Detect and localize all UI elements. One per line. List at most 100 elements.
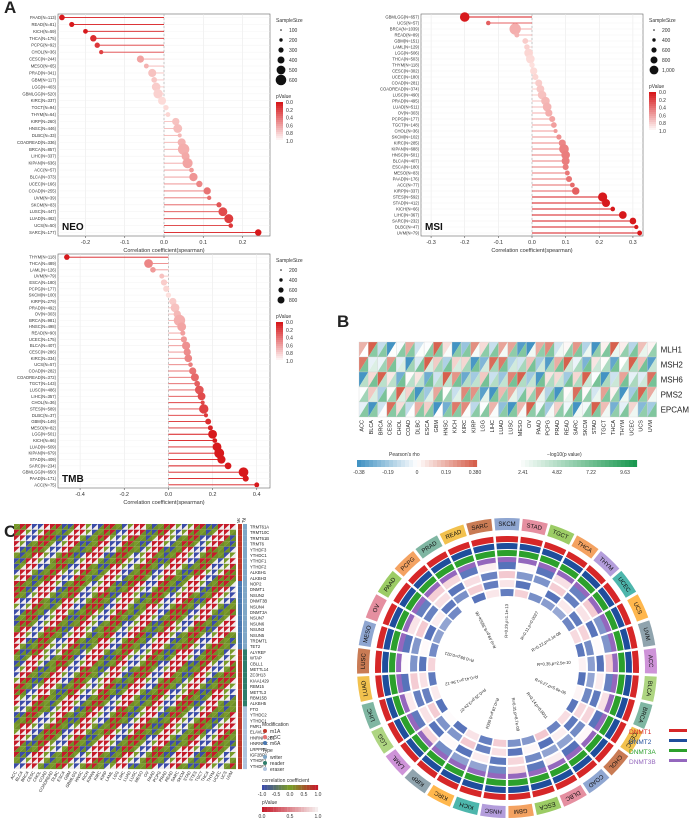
size-legend-dot <box>279 38 283 42</box>
rna-cell-corr <box>146 586 152 593</box>
rna-p-swatch <box>270 807 274 812</box>
rna-cell-p <box>206 632 212 638</box>
rna-corr-swatch <box>309 785 313 790</box>
rna-cell-p <box>158 569 164 576</box>
rna-cell-corr <box>152 655 158 661</box>
rna-cell-p <box>92 700 98 707</box>
rna-cell-corr <box>224 643 230 650</box>
lollipop-point <box>200 400 205 405</box>
rna-cell-p <box>44 655 50 661</box>
rna-cell-p <box>14 683 20 690</box>
rna-cell-corr <box>140 757 146 764</box>
mmr-cell-rho <box>507 342 518 357</box>
circos-series-track <box>411 733 429 753</box>
p-legend-swatch <box>276 108 283 111</box>
rna-cell-corr <box>152 723 158 730</box>
category-label: PAAD(N=171) <box>30 476 57 481</box>
rna-cell-corr <box>152 700 158 707</box>
rna-cell-corr <box>92 615 98 621</box>
mmr-cell-p <box>554 402 564 417</box>
mmr-cell-p <box>507 342 518 357</box>
rna-cell-p <box>188 575 194 581</box>
category-label: LGG(N=501) <box>32 432 57 437</box>
x-tick-label: 0.0 <box>160 240 168 246</box>
rna-row-label: WTAP <box>250 656 262 661</box>
rna-cell-p <box>98 535 104 542</box>
p-legend-swatch <box>649 104 656 107</box>
rna-cell-p <box>14 689 20 695</box>
rna-cell-corr <box>116 752 122 758</box>
rna-row-label: DNMT1 <box>250 587 265 592</box>
rna-cell-corr <box>110 752 116 758</box>
rna-cell-p <box>200 546 206 553</box>
rna-cell-corr <box>38 643 44 650</box>
rna-cell-p <box>194 632 200 638</box>
mmr-cell-p <box>545 402 555 417</box>
rna-cell-p <box>164 672 170 678</box>
rna-cell-p <box>44 626 50 633</box>
rna-cell-corr <box>86 529 92 536</box>
mmr-cell-p <box>452 342 462 357</box>
rna-row-label: NSUN4 <box>250 604 265 609</box>
p-legend-swatch <box>276 346 283 349</box>
circos-segment-label: HNSC <box>484 806 502 814</box>
rna-cell-p <box>104 626 110 633</box>
rna-cell-p <box>152 586 158 593</box>
rna-cell-corr <box>164 552 170 559</box>
rna-cell-p <box>86 672 92 678</box>
rna-modification-bar <box>238 575 242 581</box>
circos-correlation-ring <box>435 715 451 732</box>
rna-cell-p <box>212 740 218 747</box>
rna-cell-p <box>158 620 164 627</box>
lollipop-point <box>509 23 521 35</box>
rna-cell-corr <box>188 723 194 730</box>
rna-cell-p <box>158 717 164 724</box>
rna-corr-swatch <box>264 785 268 790</box>
rna-cell-p <box>50 763 56 770</box>
category-label: COADREAD(N=372) <box>17 375 57 380</box>
rna-cell-corr <box>224 757 230 764</box>
circos-series-track <box>604 610 619 631</box>
circos-correlation-ring <box>514 589 529 599</box>
rna-cell-corr <box>68 524 74 530</box>
rna-cell-corr <box>164 695 170 701</box>
mmr-cell-rho <box>572 387 583 402</box>
rna-cell-corr <box>134 643 140 650</box>
circos-series-track <box>610 721 627 744</box>
rna-cell-p <box>68 575 74 581</box>
p-legend-swatch <box>276 130 283 133</box>
rna-cell-p <box>212 541 218 547</box>
rna-cell-p <box>188 592 194 599</box>
rna-cell-p <box>212 546 218 553</box>
rna-cell-corr <box>44 655 50 661</box>
rna-cell-corr <box>164 558 170 564</box>
rna-cell-p <box>158 660 164 667</box>
rna-cell-corr <box>62 729 68 735</box>
circos-series-track <box>471 536 494 547</box>
circos-series-track <box>554 774 578 791</box>
rna-cell-p <box>170 677 176 684</box>
size-legend-label: 600 <box>662 48 671 54</box>
rna-cell-corr <box>170 581 176 587</box>
rna-cell-corr <box>110 712 116 718</box>
rna-cell-corr <box>188 752 194 758</box>
category-label: PAAD(N=176) <box>393 177 420 182</box>
rna-cell-p <box>182 734 188 741</box>
rna-cell-corr <box>206 615 212 621</box>
circos-series-track <box>593 712 608 732</box>
rna-cell-p <box>218 717 224 724</box>
rna-cell-p <box>224 649 230 656</box>
rna-cell-corr <box>56 586 62 593</box>
rna-cell-corr <box>104 655 110 661</box>
rna-cell-corr <box>230 666 236 673</box>
rna-cell-p <box>158 603 164 610</box>
rna-cell-p <box>170 626 176 633</box>
circos-segment <box>439 524 467 545</box>
rna-cell-p <box>206 529 212 536</box>
rna-cell-corr <box>122 752 128 758</box>
rna-modification-bar <box>238 524 242 530</box>
rna-cell-p <box>206 563 212 570</box>
rna-cell-p <box>110 655 116 661</box>
lollipop-point <box>194 380 201 387</box>
